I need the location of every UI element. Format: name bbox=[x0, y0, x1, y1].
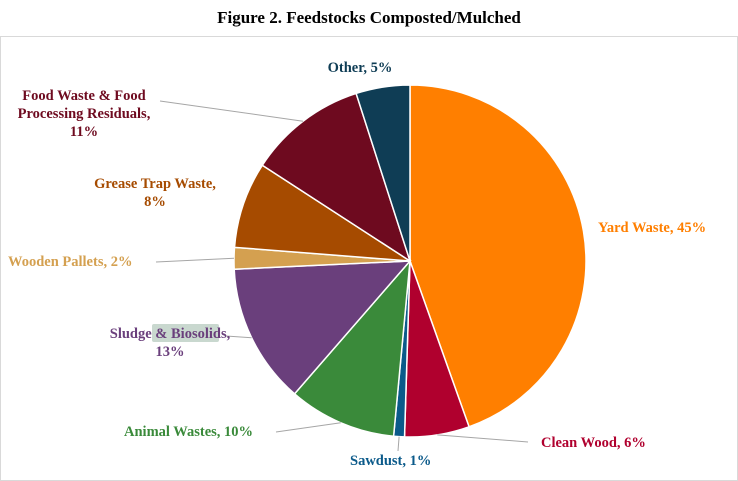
data-label-animal-wastes: Animal Wastes, 10% bbox=[124, 424, 253, 440]
data-label-sawdust: Sawdust, 1% bbox=[350, 453, 431, 469]
leader-line bbox=[275, 422, 341, 433]
leader-line bbox=[225, 335, 252, 339]
pie-slice-food-waste-food-processing-residuals bbox=[261, 92, 412, 263]
leader-line bbox=[437, 434, 529, 443]
leader-line bbox=[397, 436, 400, 452]
data-label-sludge-biosolids: Sludge & Biosolids, 13% bbox=[110, 326, 231, 360]
leader-line bbox=[155, 257, 235, 263]
leader-line bbox=[159, 100, 304, 122]
pie-slice-sludge-biosolids bbox=[233, 260, 412, 395]
data-label-other: Other, 5% bbox=[328, 60, 393, 76]
data-label-grease-trap-waste: Grease Trap Waste, 8% bbox=[94, 176, 216, 210]
data-label-clean-wood: Clean Wood, 6% bbox=[541, 435, 646, 451]
pie-chart: Yard Waste, 45% Clean Wood, 6% Sawdust, 1%… bbox=[0, 36, 738, 481]
pie-slice-yard-waste bbox=[409, 84, 587, 428]
chart-title: Figure 2. Feedstocks Composted/Mulched bbox=[217, 8, 521, 27]
data-label-yard-waste: Yard Waste, 45% bbox=[598, 220, 706, 236]
data-label-wooden-pallets: Wooden Pallets, 2% bbox=[8, 254, 132, 270]
pie-slice-other bbox=[355, 84, 411, 262]
text-highlight bbox=[152, 324, 219, 342]
data-label-food-waste-food-processing-residuals: Food Waste & Food Processing Residuals, 11… bbox=[18, 88, 151, 140]
